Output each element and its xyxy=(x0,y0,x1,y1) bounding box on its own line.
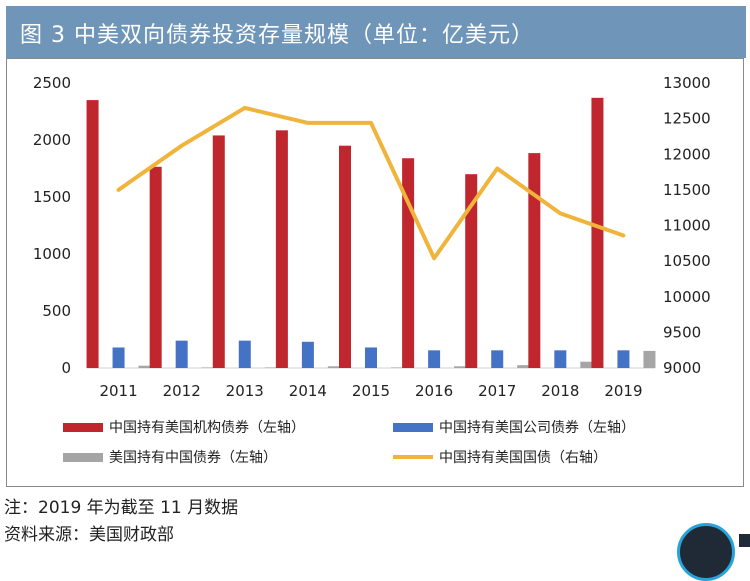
x-tick-label: 2016 xyxy=(415,382,453,400)
legend-swatch-gold xyxy=(393,455,433,459)
bar-us-holdings-2015 xyxy=(391,367,403,368)
y-left-tick-label: 0 xyxy=(61,359,71,377)
bar-corporate-2011 xyxy=(113,347,125,368)
bar-corporate-2012 xyxy=(176,341,188,368)
legend-label: 美国持有中国债券（左轴） xyxy=(109,450,277,466)
bar-corporate-2014 xyxy=(302,342,314,368)
y-left-tick-label: 1500 xyxy=(33,188,71,206)
bar-corporate-2013 xyxy=(239,341,251,368)
chart-frame: 0 500 1000 1500 2000 2500 9000 9500 10000 10500 11… xyxy=(6,58,744,487)
x-tick-label: 2012 xyxy=(163,382,201,400)
legend-label: 中国持有美国公司债券（左轴） xyxy=(439,420,635,436)
legend-label: 中国持有美国机构债券（左轴） xyxy=(109,420,305,436)
corner-mini-icon xyxy=(739,534,750,547)
bar-agency-2013 xyxy=(213,135,225,368)
y-right-tick-label: 13000 xyxy=(663,74,711,92)
bar-us-holdings-2014 xyxy=(328,366,340,368)
bar-corporate-2015 xyxy=(365,347,377,368)
bar-agency-2018 xyxy=(528,153,540,368)
bar-agency-2014 xyxy=(276,130,288,368)
bar-us-holdings-2012 xyxy=(202,367,214,368)
legend-item-corporate-bonds: 中国持有美国公司债券（左轴） xyxy=(393,417,635,437)
bar-corporate-2018 xyxy=(554,350,566,368)
x-tick-label: 2019 xyxy=(604,382,642,400)
y-right-tick-label: 9000 xyxy=(663,359,701,377)
bar-us-holdings-2013 xyxy=(265,367,277,368)
x-tick-label: 2014 xyxy=(289,382,327,400)
x-tick-label: 2017 xyxy=(478,382,516,400)
y-right-tick-label: 11000 xyxy=(663,217,711,235)
y-right-tick-label: 11500 xyxy=(663,181,711,199)
bar-us-holdings-2016 xyxy=(454,366,466,368)
bar-us-holdings-2011 xyxy=(139,366,151,368)
figure-header: 图 3 中美双向债券投资存量规模（单位：亿美元） xyxy=(6,6,746,58)
y-left-tick-label: 2000 xyxy=(33,131,71,149)
line-treasuries xyxy=(119,108,624,258)
y-right-tick-label: 10000 xyxy=(663,288,711,306)
legend-item-treasuries: 中国持有美国国债（右轴） xyxy=(393,447,607,467)
y-right-tick-label: 12500 xyxy=(663,110,711,128)
y-left-tick-label: 500 xyxy=(42,302,71,320)
corner-badge-icon xyxy=(677,523,735,581)
bar-corporate-2017 xyxy=(491,350,503,368)
y-right-tick-label: 12000 xyxy=(663,145,711,163)
y-left-tick-label: 1000 xyxy=(33,245,71,263)
legend-swatch-blue xyxy=(393,423,433,432)
bar-us-holdings-2017 xyxy=(517,365,529,368)
footnote-source: 资料来源：美国财政部 xyxy=(4,520,174,545)
x-tick-label: 2018 xyxy=(541,382,579,400)
x-tick-label: 2015 xyxy=(352,382,390,400)
legend-label: 中国持有美国国债（右轴） xyxy=(439,450,607,466)
bar-agency-2012 xyxy=(150,167,162,368)
legend-swatch-gray xyxy=(63,453,103,462)
bar-corporate-2019 xyxy=(617,350,629,368)
y-right-tick-label: 9500 xyxy=(663,323,701,341)
footnote-note: 注：2019 年为截至 11 月数据 xyxy=(4,493,238,518)
bar-us-holdings-2018 xyxy=(580,362,592,368)
bar-agency-2015 xyxy=(339,146,351,368)
legend-item-us-holds-china: 美国持有中国债券（左轴） xyxy=(63,447,277,467)
y-left-tick-label: 2500 xyxy=(33,74,71,92)
legend-item-agency-bonds: 中国持有美国机构债券（左轴） xyxy=(63,417,305,437)
figure-title: 图 3 中美双向债券投资存量规模（单位：亿美元） xyxy=(20,17,534,49)
bar-us-holdings-2019 xyxy=(643,351,655,368)
legend-swatch-red xyxy=(63,423,103,432)
x-tick-label: 2011 xyxy=(99,382,137,400)
bar-corporate-2016 xyxy=(428,350,440,368)
bar-agency-2019 xyxy=(591,98,603,368)
x-tick-label: 2013 xyxy=(226,382,264,400)
bar-agency-2011 xyxy=(87,100,99,368)
y-right-tick-label: 10500 xyxy=(663,252,711,270)
